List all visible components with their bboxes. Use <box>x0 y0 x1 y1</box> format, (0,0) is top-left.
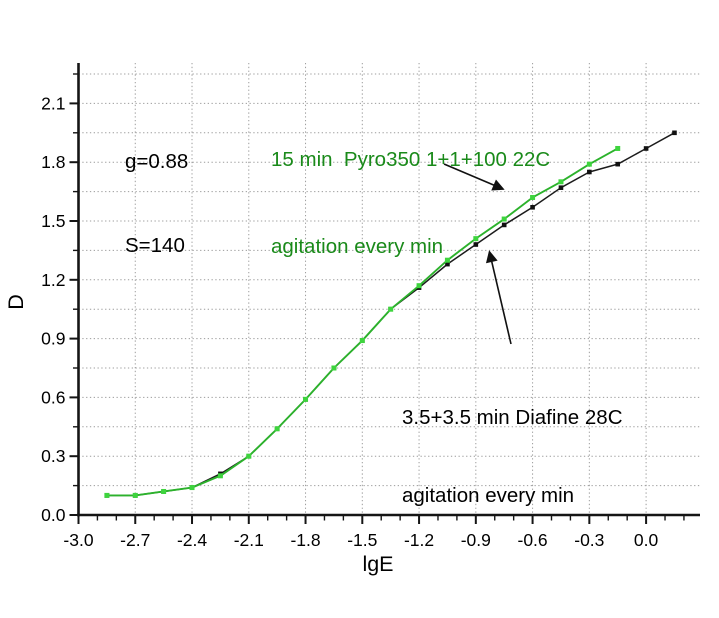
series-black-marker <box>558 185 564 190</box>
x-tick-label: -0.9 <box>461 530 491 550</box>
series-green-marker <box>359 338 365 344</box>
params-annotation: g=0.88 S=140 <box>125 92 188 316</box>
speed-value: S=140 <box>125 234 185 257</box>
series-black-marker <box>643 146 649 151</box>
series-green-marker <box>161 488 167 494</box>
series-black-marker <box>587 169 592 175</box>
x-tick-label: -0.3 <box>574 530 604 550</box>
x-tick-label: -1.8 <box>290 530 320 550</box>
x-tick-label: 0.0 <box>634 530 659 550</box>
x-tick-label: -1.5 <box>347 530 377 550</box>
y-tick-label: 0.0 <box>41 505 66 525</box>
series-black-marker <box>445 261 450 267</box>
x-tick-label: -3.0 <box>63 530 93 550</box>
series-green-marker <box>444 257 450 263</box>
pyro-label-arrow <box>443 163 505 191</box>
series-green-marker <box>388 306 394 312</box>
x-axis-title: lgE <box>362 552 394 576</box>
series-green-marker <box>501 216 507 222</box>
y-tick-label: 0.3 <box>41 446 65 466</box>
series-black-marker <box>672 130 677 136</box>
series-black-marker <box>473 242 479 247</box>
series-green-marker <box>586 161 592 167</box>
x-tick-label: -2.4 <box>177 530 207 550</box>
y-tick-label: 2.1 <box>41 93 65 113</box>
pyro-series-label-line2: agitation every min <box>271 235 444 258</box>
gamma-value: g=0.88 <box>125 150 189 173</box>
series-black-marker <box>501 222 507 228</box>
series-green-marker <box>104 492 110 498</box>
series-green-marker <box>416 283 422 289</box>
series-green-marker <box>274 426 280 432</box>
series-black-marker <box>615 161 621 167</box>
diafine-series-label-line2: agitation every min <box>402 484 575 507</box>
y-axis-title: D <box>4 294 28 310</box>
series-green-marker <box>473 236 479 242</box>
diafine-series-label-line1: 3.5+3.5 min Diafine 28C <box>402 406 623 429</box>
series-green-marker <box>558 179 564 185</box>
series-black-marker <box>530 204 535 210</box>
y-tick-label: 1.5 <box>41 211 65 231</box>
x-tick-label: -0.6 <box>518 530 548 550</box>
pyro-series-label: 15 min Pyro350 1+1+100 22C agitation eve… <box>271 87 550 319</box>
series-green-marker <box>189 485 195 491</box>
diafine-series-label: 3.5+3.5 min Diafine 28C agitation every … <box>402 353 623 561</box>
x-tick-label: -1.2 <box>404 530 434 550</box>
series-green-marker <box>331 365 337 371</box>
series-green-marker <box>615 145 621 151</box>
y-tick-label: 1.8 <box>41 152 65 172</box>
y-tick-label: 0.6 <box>41 387 65 407</box>
y-tick-label: 1.2 <box>41 270 65 290</box>
x-tick-label: -2.7 <box>120 530 150 550</box>
series-green-marker <box>246 453 252 459</box>
series-green-marker <box>132 492 138 498</box>
series-green-marker <box>530 194 536 200</box>
pyro-series-label-line1: 15 min Pyro350 1+1+100 22C <box>271 148 551 171</box>
x-tick-label: -2.1 <box>234 530 264 550</box>
series-green-marker <box>303 396 309 402</box>
series-green-marker <box>217 473 223 479</box>
y-tick-label: 0.9 <box>41 329 65 349</box>
diafine-label-arrow <box>485 250 512 345</box>
